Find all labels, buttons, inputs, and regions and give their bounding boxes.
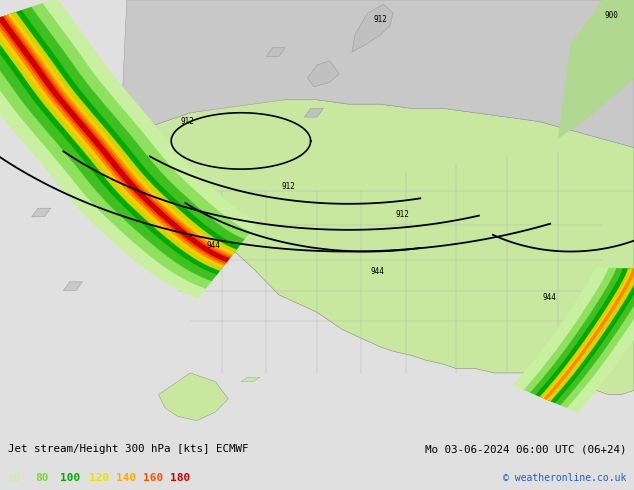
Polygon shape	[266, 48, 285, 56]
Polygon shape	[540, 269, 634, 401]
Polygon shape	[114, 100, 634, 394]
Polygon shape	[63, 282, 82, 291]
Polygon shape	[542, 269, 634, 400]
Text: 912: 912	[373, 15, 387, 24]
Text: 140: 140	[116, 472, 136, 483]
Polygon shape	[524, 268, 634, 408]
Polygon shape	[0, 0, 258, 298]
Text: Mo 03-06-2024 06:00 UTC (06+24): Mo 03-06-2024 06:00 UTC (06+24)	[425, 444, 626, 454]
Text: 944: 944	[206, 241, 220, 249]
Text: 944: 944	[370, 267, 384, 275]
Text: 900: 900	[604, 11, 618, 20]
Polygon shape	[0, 15, 233, 266]
Polygon shape	[536, 269, 634, 403]
Text: 100: 100	[60, 472, 81, 483]
Text: © weatheronline.co.uk: © weatheronline.co.uk	[503, 472, 626, 483]
Text: 60: 60	[8, 472, 21, 483]
Text: 944: 944	[543, 293, 557, 301]
Polygon shape	[0, 16, 230, 262]
Text: 160: 160	[143, 472, 164, 483]
Polygon shape	[0, 7, 245, 281]
Polygon shape	[307, 61, 339, 87]
Polygon shape	[0, 16, 231, 264]
Text: 120: 120	[89, 472, 109, 483]
Polygon shape	[0, 14, 234, 268]
Text: 80: 80	[35, 472, 48, 483]
Polygon shape	[304, 108, 323, 117]
Text: 912: 912	[396, 210, 410, 219]
Text: 180: 180	[170, 472, 190, 483]
Polygon shape	[352, 4, 393, 52]
Text: Jet stream/Height 300 hPa [kts] ECMWF: Jet stream/Height 300 hPa [kts] ECMWF	[8, 444, 248, 454]
Polygon shape	[241, 377, 260, 382]
Polygon shape	[120, 0, 634, 147]
Text: 912: 912	[281, 182, 295, 191]
Polygon shape	[530, 268, 634, 405]
Polygon shape	[543, 269, 634, 400]
Polygon shape	[0, 3, 250, 289]
Polygon shape	[513, 266, 634, 413]
Polygon shape	[158, 373, 228, 420]
Polygon shape	[0, 10, 240, 275]
Polygon shape	[0, 12, 236, 271]
Polygon shape	[558, 0, 634, 139]
Text: 912: 912	[181, 117, 195, 126]
Polygon shape	[32, 208, 51, 217]
